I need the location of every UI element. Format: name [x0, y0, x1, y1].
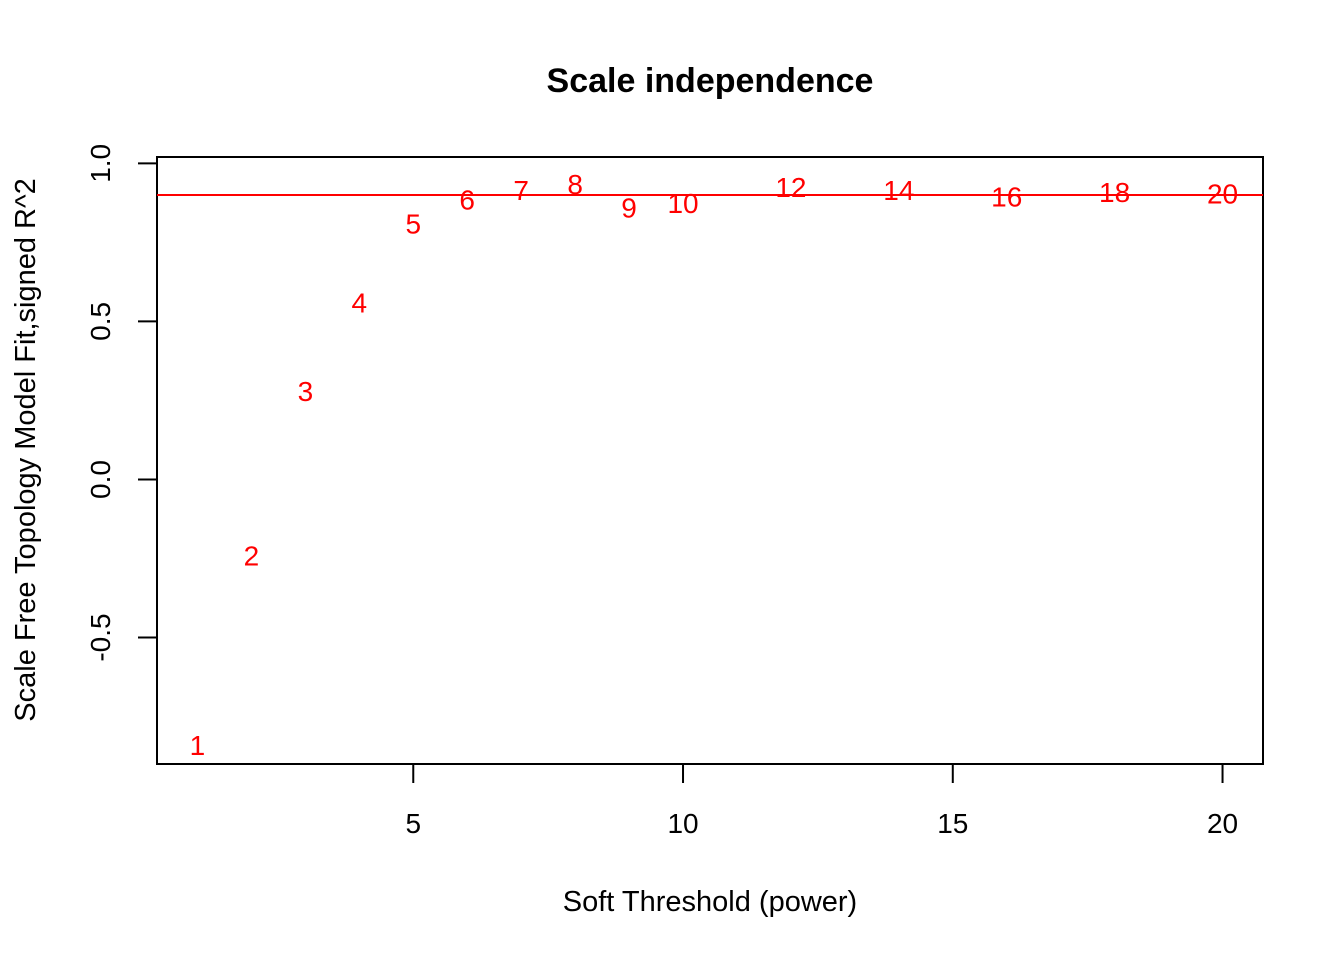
data-point-label: 16 [991, 182, 1022, 213]
data-point-label: 9 [621, 193, 637, 224]
x-axis: 5 10 15 20 [405, 763, 1238, 839]
y-axis-title: Scale Free Topology Model Fit,signed R^2 [10, 178, 42, 721]
x-tick-label: 10 [667, 808, 698, 839]
data-point-label: 5 [405, 208, 421, 239]
data-point-label: 3 [298, 376, 314, 407]
data-point-label: 4 [352, 287, 368, 318]
x-tick-label: 5 [405, 808, 421, 839]
x-axis-title: Soft Threshold (power) [563, 886, 857, 918]
y-tick-label: 1.0 [85, 144, 116, 183]
data-point-label: 12 [775, 172, 806, 203]
data-point-label: 7 [513, 175, 529, 206]
data-point-label: 1 [190, 730, 206, 761]
x-tick-label: 15 [937, 808, 968, 839]
y-tick-label: 0.5 [85, 302, 116, 341]
y-tick-label: 0.0 [85, 460, 116, 499]
y-tick-label: -0.5 [85, 613, 116, 661]
data-point-label: 20 [1207, 178, 1238, 209]
data-point-label: 2 [244, 540, 260, 571]
data-point-label: 18 [1099, 177, 1130, 208]
data-point-label: 8 [567, 169, 583, 200]
data-point-label: 10 [667, 188, 698, 219]
chart-title: Scale independence [547, 62, 874, 100]
y-axis: -0.5 0.0 0.5 1.0 [85, 144, 158, 662]
plot-frame [156, 156, 1264, 765]
x-tick-label: 20 [1207, 808, 1238, 839]
data-point-label: 14 [883, 175, 914, 206]
data-point-label: 6 [459, 185, 475, 216]
